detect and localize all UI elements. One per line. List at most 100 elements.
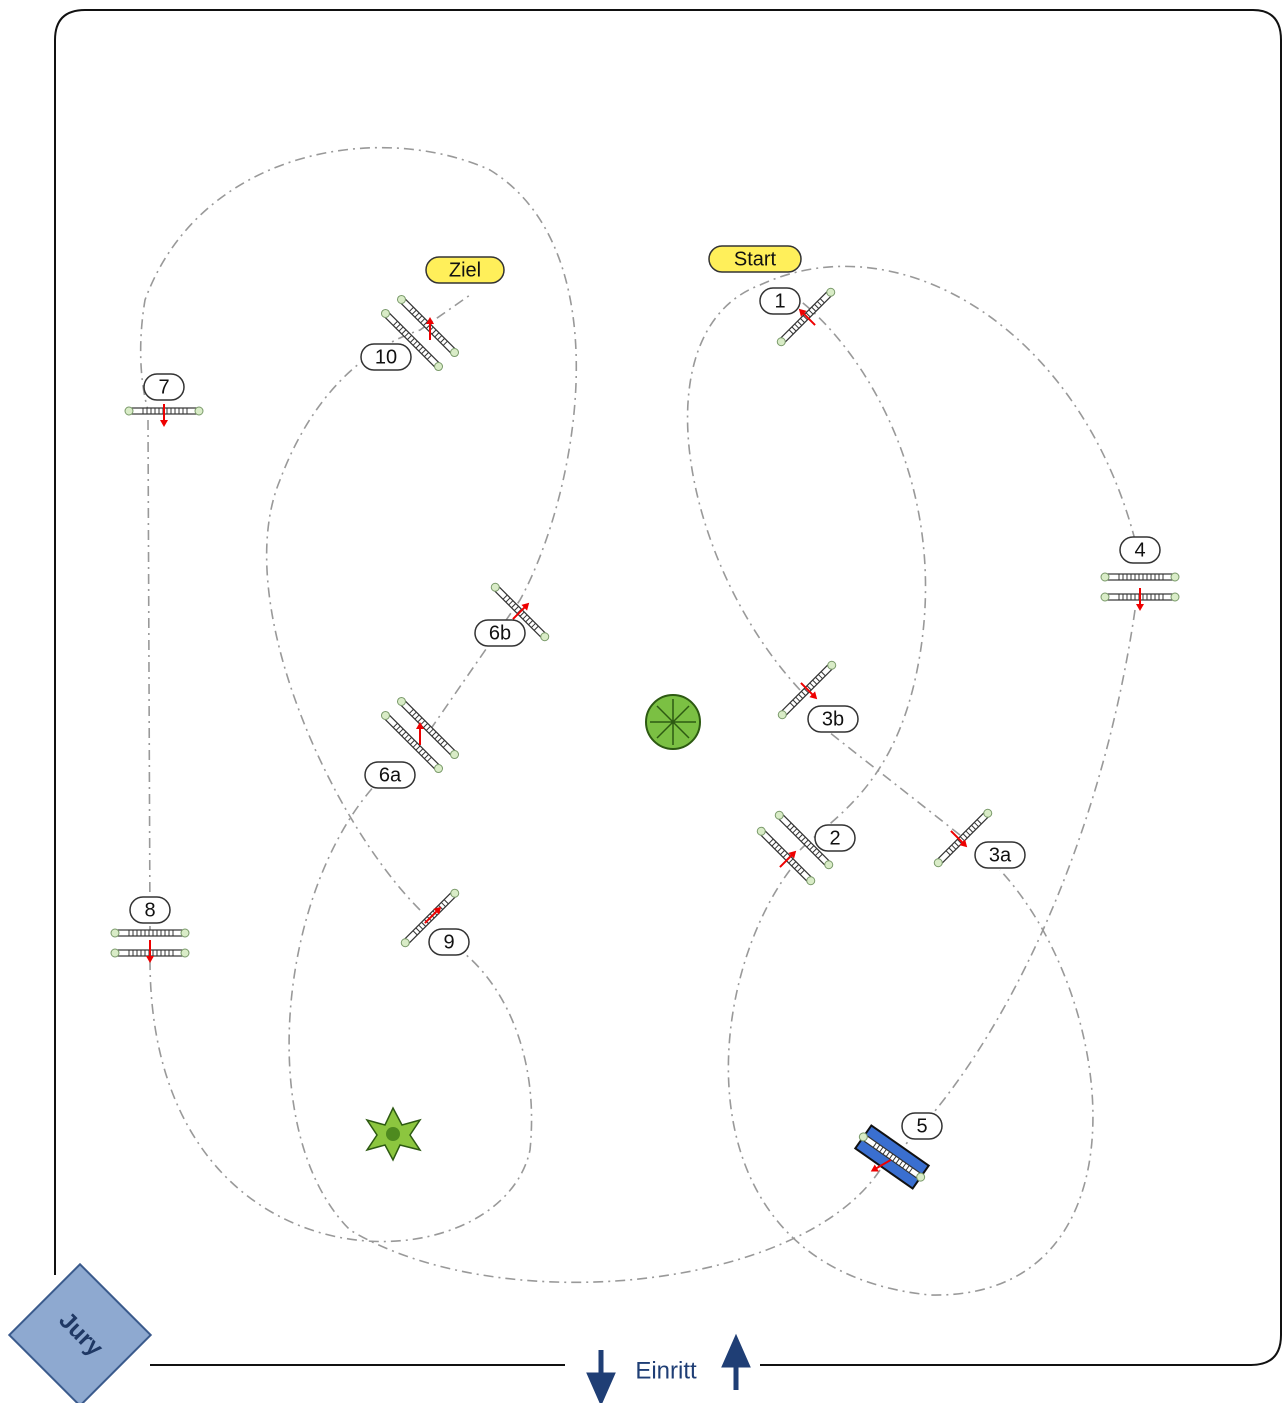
arrow-shaft (950, 830, 965, 845)
stripe (431, 329, 437, 335)
direction-arrow (146, 940, 154, 963)
stripe (440, 338, 445, 343)
stripe (401, 329, 407, 335)
badge-label: Start (734, 248, 777, 270)
stripe (411, 309, 417, 315)
stand (110, 928, 120, 938)
stripe (442, 340, 448, 346)
stripe (811, 306, 817, 312)
stand (827, 660, 837, 670)
stand (124, 406, 134, 416)
badge (425, 256, 505, 284)
stripe (530, 622, 536, 628)
badge-label: 1 (774, 290, 785, 312)
stand (490, 582, 500, 592)
stand (826, 287, 836, 297)
obstacle: 5 (853, 1112, 943, 1190)
stripe (392, 320, 398, 326)
direction-arrow (160, 404, 168, 427)
direction-arrow (1136, 588, 1144, 611)
obstacle: 4 (1100, 536, 1180, 611)
stand (916, 1172, 926, 1182)
stand (774, 810, 784, 820)
stripe (962, 833, 968, 839)
stripe (895, 1158, 900, 1164)
stripe (809, 682, 815, 688)
arrow-head (160, 420, 168, 427)
badge-label: 8 (144, 899, 155, 921)
fence (1100, 572, 1180, 582)
arrow-shaft (801, 311, 816, 326)
stripe (418, 924, 424, 930)
stripe (412, 340, 418, 346)
arrow-head (146, 956, 154, 963)
stripe (408, 708, 414, 714)
badge-label: 4 (1134, 539, 1145, 561)
stand (380, 308, 390, 318)
stripe (525, 617, 531, 623)
direction-arrow (800, 682, 818, 700)
stripe (803, 688, 809, 694)
badge (807, 705, 859, 733)
stripe (889, 1153, 894, 1160)
arrow-shaft (512, 605, 527, 620)
stripe (798, 693, 804, 699)
stripe (791, 861, 797, 867)
stripe (820, 671, 826, 677)
arrow-head (1136, 604, 1144, 611)
stripe (398, 728, 404, 734)
arrow-head (416, 722, 424, 729)
stripe (423, 723, 428, 728)
stripe (806, 842, 812, 848)
stripe (414, 312, 420, 318)
stand (824, 860, 834, 870)
stripe (533, 625, 539, 631)
badge (474, 619, 526, 647)
stripe (508, 600, 514, 606)
stripe (522, 614, 528, 620)
stripe (424, 754, 429, 759)
stand (450, 750, 460, 760)
stripe (791, 326, 797, 332)
stripe (425, 725, 431, 731)
stand (396, 696, 406, 706)
stripe (768, 838, 774, 844)
stripe (782, 852, 788, 858)
stripe (809, 845, 815, 851)
stripe (898, 1160, 904, 1167)
stripe (797, 833, 803, 839)
badge (759, 287, 801, 315)
stand (1100, 592, 1110, 602)
obstacle: 6a (364, 696, 460, 789)
stripe (421, 921, 427, 927)
stripe (795, 831, 801, 837)
badge-label: 3a (989, 844, 1012, 866)
stripe (945, 850, 951, 856)
stripe (407, 737, 412, 742)
stand (400, 938, 410, 948)
entrance-label: Einritt (635, 1357, 697, 1384)
stripe (789, 825, 795, 831)
badge (129, 896, 171, 924)
stripe (411, 711, 417, 717)
badge-label: 2 (829, 827, 840, 849)
stripe (513, 605, 519, 611)
stand (806, 876, 816, 886)
stripe (421, 349, 427, 355)
stripe (959, 836, 965, 842)
stripe (437, 737, 443, 743)
stripe (426, 756, 432, 762)
fence (756, 826, 816, 886)
badge (364, 761, 416, 789)
stripe (803, 839, 809, 845)
obstacle: 6b (474, 582, 550, 647)
stripe (799, 318, 805, 324)
obstacle: 10 (360, 294, 460, 372)
stripe (786, 822, 792, 828)
stripe (872, 1142, 877, 1148)
stripe (412, 742, 418, 748)
direction-arrow (416, 722, 424, 745)
stripe (968, 827, 974, 833)
stripe (395, 323, 401, 329)
stripe (418, 346, 424, 352)
